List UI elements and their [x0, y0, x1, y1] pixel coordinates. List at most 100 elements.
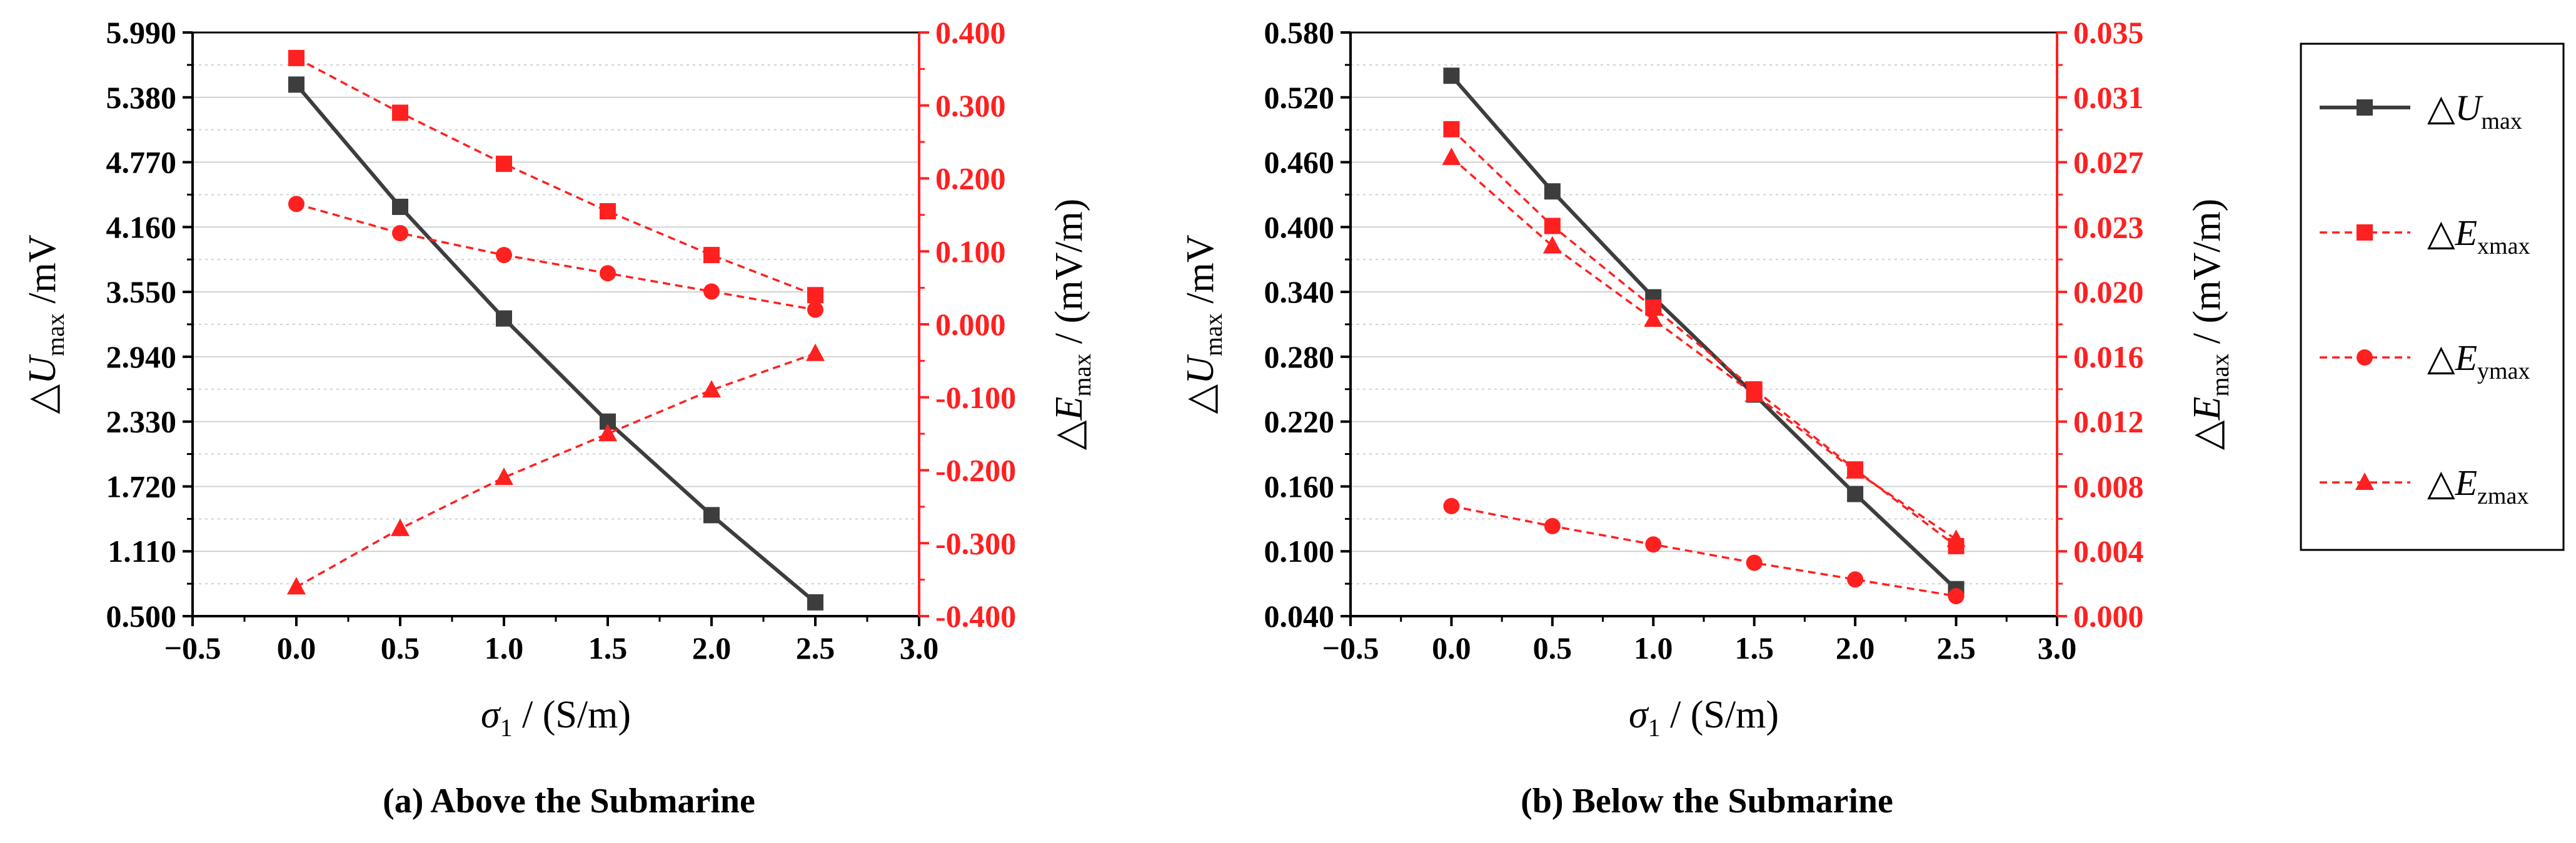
data-point — [288, 76, 304, 93]
x-tick-label: 2.0 — [1836, 631, 1875, 666]
data-point — [1645, 536, 1662, 553]
legend-subscript: xmax — [2477, 233, 2530, 259]
legend-delta: △ — [2427, 212, 2455, 253]
legend-marker — [2355, 472, 2374, 490]
legend: △Umax△Exmax△Eymax△Ezmax — [2300, 42, 2565, 551]
legend-label: △Umax — [2427, 87, 2522, 134]
y-right-axis-label: △Emax / (mV/m) — [1048, 199, 1096, 450]
y-left-label-symbol: U — [21, 354, 64, 384]
y-right-tick-label: -0.400 — [935, 599, 1016, 634]
data-point — [288, 49, 304, 66]
legend-item-3: △Eymax — [2320, 337, 2530, 384]
y-left-tick-label: 1.110 — [108, 534, 176, 569]
legend-label: △Ezmax — [2427, 462, 2528, 509]
y-left-tick-label: 0.400 — [1264, 209, 1335, 244]
series-line — [1451, 505, 1956, 597]
data-point — [1443, 67, 1460, 84]
data-point — [1542, 236, 1562, 254]
x-tick-label: 3.0 — [900, 631, 939, 666]
series-line — [1450, 74, 1958, 591]
chart-below-submarine: −0.5 0.0 0.5 1.0 1.5 2.0 2.5 3.0 0.040 0.100 0.160… — [1179, 15, 2234, 821]
legend-delta: △ — [2427, 462, 2455, 503]
legend-marker — [2357, 349, 2373, 366]
y-right-tick-label: 0.000 — [935, 307, 1006, 342]
y-right-tick-label: -0.200 — [935, 453, 1016, 488]
y-left-tick-label: 1.720 — [106, 469, 177, 504]
data-point — [598, 424, 617, 442]
y-left-label-subscript: max — [1199, 313, 1227, 356]
legend-item-1: △Umax — [2320, 87, 2522, 134]
data-point — [702, 380, 721, 398]
legend-symbol: U — [2455, 87, 2484, 128]
chart-caption: (a) Above the Submarine — [383, 782, 755, 821]
series-4 — [287, 343, 825, 595]
y-right-tick-label: 0.200 — [935, 161, 1006, 196]
y-right-axis-label: △Emax / (mV/m) — [2186, 199, 2234, 450]
chart-caption: (b) Below the Submarine — [1521, 782, 1893, 821]
x-label-unit: / (S/m) — [513, 694, 631, 736]
data-point — [1948, 587, 1965, 604]
data-point — [1644, 309, 1663, 327]
data-point — [807, 301, 823, 318]
x-tick-label: 0.5 — [1533, 631, 1572, 666]
legend-delta: △ — [2427, 337, 2455, 378]
y-right-tick-label: 0.000 — [2073, 599, 2144, 634]
y-left-tick-label: 3.550 — [106, 274, 177, 309]
y-left-tick-label: 0.500 — [106, 599, 177, 634]
data-point — [1746, 554, 1763, 571]
y-left-label-subscript: max — [41, 313, 69, 356]
x-tick-label: 3.0 — [2038, 631, 2077, 666]
data-point — [1847, 571, 1864, 588]
series-2 — [288, 49, 823, 304]
legend-symbol: E — [2455, 337, 2477, 378]
x-tick-label: 2.0 — [692, 631, 732, 666]
y-right-tick-label: 0.035 — [2073, 15, 2144, 50]
x-tick-label: 0.0 — [277, 631, 316, 666]
y-left-label-unit: /mV — [1179, 234, 1222, 313]
y-left-tick-label: 2.940 — [106, 339, 177, 374]
x-tick-label: −0.5 — [164, 631, 221, 666]
y-left-axis-label: △Umax /mV — [1179, 234, 1227, 414]
data-point — [1443, 497, 1460, 514]
data-point — [288, 196, 304, 212]
y-right-tick-label: 0.012 — [2073, 404, 2144, 439]
data-point — [287, 577, 306, 595]
y-right-tick-label: 0.020 — [2073, 274, 2144, 309]
y-right-label-symbol: E — [1048, 397, 1090, 421]
x-label-subscript: 1 — [500, 714, 513, 742]
y-right-tick-label: 0.100 — [935, 234, 1006, 269]
data-point — [600, 203, 616, 220]
x-tick-label: −0.5 — [1322, 631, 1379, 666]
data-point — [1544, 517, 1561, 534]
y-right-tick-label: 0.031 — [2073, 80, 2144, 115]
x-tick-label: 1.5 — [588, 631, 628, 666]
y-right-tick-label: 0.023 — [2073, 209, 2144, 244]
x-axis-label: σ1 / (S/m) — [481, 694, 631, 742]
y-right-label-subscript: max — [2206, 354, 2234, 397]
series-line — [296, 57, 816, 296]
data-point — [1847, 486, 1864, 502]
data-point — [391, 518, 410, 536]
y-right-label-subscript: max — [1068, 354, 1096, 397]
data-point — [807, 287, 823, 304]
data-point — [1443, 121, 1460, 137]
y-left-tick-label: 0.100 — [1264, 534, 1335, 569]
data-point — [1442, 147, 1461, 166]
y-right-label-delta: △ — [1048, 420, 1090, 450]
y-right-tick-label: 0.300 — [935, 88, 1006, 123]
y-right-label-delta: △ — [2186, 420, 2228, 450]
series-line — [1451, 156, 1957, 541]
legend-label: △Exmax — [2427, 212, 2530, 259]
x-tick-label: 1.0 — [485, 631, 524, 666]
y-left-tick-label: 0.580 — [1264, 15, 1335, 50]
data-point — [1744, 384, 1764, 402]
chart-above-submarine: −0.5 0.0 0.5 1.0 1.5 2.0 2.5 3.0 0.500 1.110 1.720… — [21, 15, 1096, 821]
data-point — [495, 467, 513, 486]
y-left-label-delta: △ — [1179, 384, 1222, 414]
y-left-label-symbol: U — [1179, 354, 1222, 384]
data-point — [392, 199, 408, 216]
y-left-tick-label: 4.770 — [106, 145, 177, 180]
y-right-tick-label: -0.300 — [935, 526, 1016, 561]
y-left-tick-label: 0.040 — [1264, 599, 1335, 634]
